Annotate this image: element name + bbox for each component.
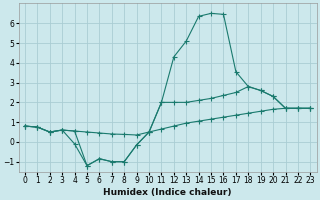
- X-axis label: Humidex (Indice chaleur): Humidex (Indice chaleur): [103, 188, 232, 197]
